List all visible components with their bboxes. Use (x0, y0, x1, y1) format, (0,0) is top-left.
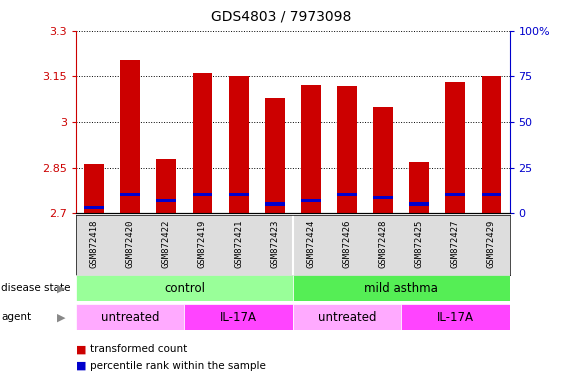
Bar (229, 76, 248, 213)
Bar (193, 193, 212, 196)
Bar (337, 193, 357, 196)
Text: GSM872418: GSM872418 (90, 220, 99, 268)
Bar (445, 193, 465, 196)
Text: untreated: untreated (318, 311, 376, 324)
Text: GSM872427: GSM872427 (451, 220, 460, 268)
Text: GSM872424: GSM872424 (306, 220, 315, 268)
Bar (481, 76, 502, 213)
Text: GSM872422: GSM872422 (162, 220, 171, 268)
Bar (185, 304, 293, 330)
Bar (76, 275, 293, 301)
Text: IL-17A: IL-17A (220, 311, 257, 324)
Bar (157, 159, 176, 213)
Text: GSM872428: GSM872428 (378, 220, 387, 268)
Text: mild asthma: mild asthma (364, 282, 438, 295)
Bar (193, 73, 212, 213)
Text: GSM872423: GSM872423 (270, 220, 279, 268)
Text: disease state: disease state (1, 283, 70, 293)
Text: ■: ■ (76, 361, 87, 371)
Bar (409, 202, 429, 205)
Text: transformed count: transformed count (90, 344, 187, 354)
Bar (293, 304, 401, 330)
Text: GSM872429: GSM872429 (487, 220, 496, 268)
Bar (401, 304, 510, 330)
Text: GSM872425: GSM872425 (415, 220, 424, 268)
Bar (76, 304, 185, 330)
Text: ■: ■ (76, 344, 87, 354)
Bar (337, 86, 357, 213)
Text: agent: agent (1, 312, 32, 322)
Text: IL-17A: IL-17A (437, 311, 474, 324)
Bar (301, 86, 321, 213)
Bar (445, 82, 465, 213)
Text: GSM872420: GSM872420 (126, 220, 135, 268)
Bar (229, 193, 248, 196)
Bar (293, 275, 510, 301)
Text: GSM872426: GSM872426 (342, 220, 351, 268)
Bar (157, 199, 176, 202)
Bar (409, 162, 429, 213)
Text: ▶: ▶ (57, 283, 66, 293)
Text: percentile rank within the sample: percentile rank within the sample (90, 361, 266, 371)
Bar (84, 164, 104, 213)
Bar (120, 60, 140, 213)
Bar (481, 193, 502, 196)
Text: GSM872419: GSM872419 (198, 220, 207, 268)
Bar (373, 107, 393, 213)
Text: control: control (164, 282, 205, 295)
Text: GSM872421: GSM872421 (234, 220, 243, 268)
Bar (120, 193, 140, 196)
Bar (265, 98, 285, 213)
Text: GDS4803 / 7973098: GDS4803 / 7973098 (211, 10, 352, 23)
Bar (84, 205, 104, 209)
Bar (373, 196, 393, 199)
Text: untreated: untreated (101, 311, 159, 324)
Bar (265, 202, 285, 205)
Text: ▶: ▶ (57, 312, 66, 322)
Bar (301, 199, 321, 202)
